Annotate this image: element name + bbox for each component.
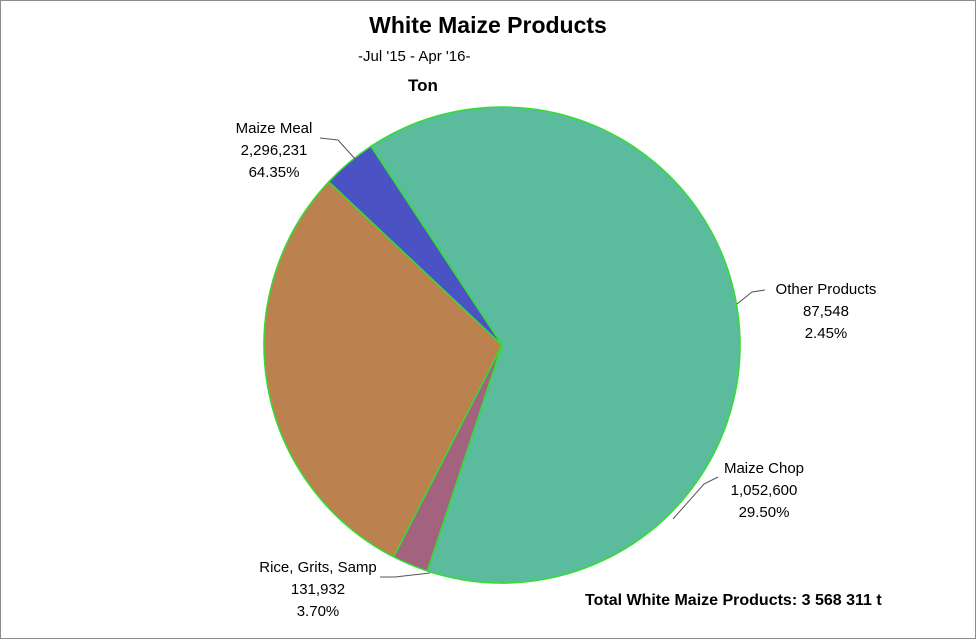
data-label-percent-rice-grits-samp: 3.70% <box>297 603 340 620</box>
total-annotation: Total White Maize Products: 3 568 311 t <box>585 592 882 609</box>
data-label-value-other-products: 87,548 <box>803 303 849 320</box>
leader-line-rice-grits-samp <box>380 572 431 578</box>
pie-slice-maize-chop <box>263 181 503 558</box>
chart-subtitle: -Jul '15 - Apr '16- <box>358 48 471 65</box>
data-label-name-maize-meal: Maize Meal <box>236 120 313 137</box>
leader-line-maize-meal <box>319 137 357 161</box>
data-label-percent-other-products: 2.45% <box>805 325 848 342</box>
leader-line-other-products <box>736 289 766 305</box>
data-label-name-maize-chop: Maize Chop <box>724 460 804 477</box>
pie-slice-rice-grits-samp <box>328 145 503 346</box>
data-label-percent-maize-meal: 64.35% <box>249 164 300 181</box>
data-label-name-other-products: Other Products <box>776 281 877 298</box>
data-label-name-rice-grits-samp: Rice, Grits, Samp <box>259 559 377 576</box>
data-label-percent-maize-chop: 29.50% <box>739 504 790 521</box>
unit-label: Ton <box>408 76 438 95</box>
chart-title: White Maize Products <box>369 12 607 38</box>
leader-line-maize-chop <box>672 476 719 520</box>
data-label-value-maize-meal: 2,296,231 <box>241 142 308 159</box>
data-label-value-maize-chop: 1,052,600 <box>731 482 798 499</box>
data-label-value-rice-grits-samp: 131,932 <box>291 581 345 598</box>
